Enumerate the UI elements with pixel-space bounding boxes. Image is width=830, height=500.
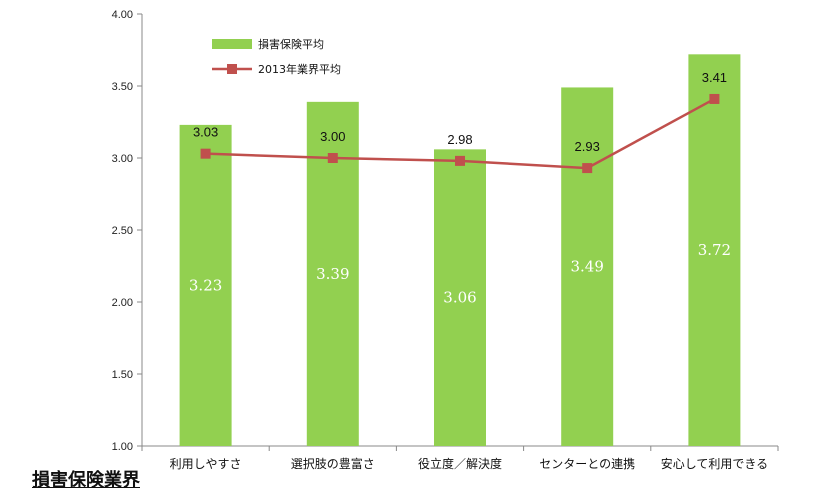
line-label-0: 3.03 xyxy=(193,125,218,140)
x-tick-label-0: 利用しやすさ xyxy=(170,457,242,471)
line-label-1: 3.00 xyxy=(320,129,345,144)
line-label-3: 2.93 xyxy=(575,139,600,154)
line-point-0 xyxy=(200,148,211,159)
bar-label-4: 3.72 xyxy=(698,241,731,259)
bar-label-2: 3.06 xyxy=(443,289,476,307)
x-tick-label-1: 選択肢の豊富さ xyxy=(291,456,375,471)
bar-label-1: 3.39 xyxy=(316,265,349,283)
line-point-3 xyxy=(582,163,593,174)
line-label-2: 2.98 xyxy=(447,132,472,147)
y-tick-label-4: 3.00 xyxy=(112,153,133,165)
line-point-2 xyxy=(455,155,465,166)
bar-3 xyxy=(561,87,614,446)
legend-swatch-bar xyxy=(212,39,252,49)
bar-label-3: 3.49 xyxy=(570,258,603,276)
y-tick-label-2: 2.00 xyxy=(112,297,133,309)
y-tick-label-3: 2.50 xyxy=(112,225,133,237)
line-point-1 xyxy=(327,153,338,163)
line-series xyxy=(200,93,720,174)
y-tick-label-0: 1.00 xyxy=(112,441,133,453)
legend-label-line: 2013年業界平均 xyxy=(258,62,341,76)
y-tick-label-6: 4.00 xyxy=(112,9,133,21)
y-tick-label-5: 3.50 xyxy=(112,81,133,93)
axes: 1.00 1.50 2.00 2.50 3.00 3.50 4.00 利用しやすさ 選択肢の豊富… xyxy=(112,9,779,471)
legend-label-bar: 損害保険平均 xyxy=(258,37,324,51)
x-tick-label-2: 役立度／解決度 xyxy=(418,456,502,471)
legend-swatch-marker xyxy=(227,64,237,74)
y-tick-label-1: 1.50 xyxy=(112,369,133,381)
line-label-4: 3.41 xyxy=(702,70,727,85)
legend: 損害保険平均 2013年業界平均 xyxy=(212,37,341,76)
bar-2 xyxy=(434,149,486,447)
x-tick-label-3: センターとの連携 xyxy=(539,456,635,471)
bar-4 xyxy=(688,54,741,446)
chart-caption: 損害保険業界 xyxy=(32,470,140,491)
bars xyxy=(179,54,741,447)
x-tick-label-4: 安心して利用できる xyxy=(661,456,768,471)
data-labels: 3.23 3.39 3.06 3.49 3.72 3.03 3.00 2.98 2.93 3.41 xyxy=(189,70,731,307)
bar-label-0: 3.23 xyxy=(189,276,222,294)
bar-0 xyxy=(179,124,232,446)
line-point-4 xyxy=(709,93,720,104)
